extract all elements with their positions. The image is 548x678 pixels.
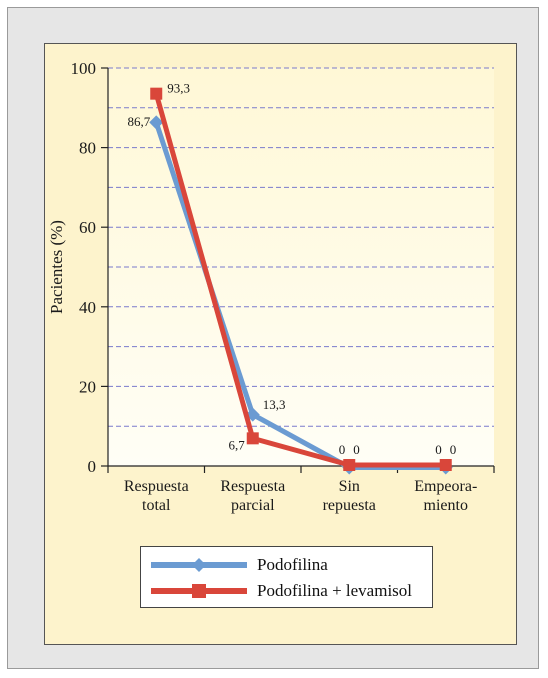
y-tick-label: 20 [79, 377, 96, 396]
data-label: 6,7 [229, 437, 246, 452]
y-axis-label: Pacientes (%) [47, 220, 66, 314]
series-line [153, 92, 446, 468]
x-tick-label: parcial [231, 497, 275, 514]
data-label: 86,7 [128, 114, 151, 129]
data-point [343, 459, 356, 471]
data-label: 0 [450, 442, 457, 457]
data-label: 93,3 [167, 81, 190, 96]
x-tick-label: Respuesta [220, 478, 285, 495]
diamond-marker-icon [151, 558, 247, 572]
series-layer [149, 87, 453, 475]
x-tick-label: repuesta [323, 497, 376, 514]
y-tick-label: 40 [79, 298, 96, 317]
legend-label: Podofilina [257, 555, 328, 574]
grid-lines [108, 67, 494, 427]
legend-item-podofilina-levamisol: Podofilina + levamisol [141, 579, 432, 603]
data-label: 13,3 [263, 397, 286, 412]
legend: Podofilina Podofilina + levamisol [140, 546, 433, 608]
data-point [246, 432, 259, 445]
y-tick-label: 100 [71, 59, 97, 78]
data-labels: 86,793,313,36,7 0 0 0 0 [128, 81, 457, 457]
x-tick-label: Empeora- [414, 478, 477, 495]
axes: 0 20 40 60 80 100 Respuesta total Respuesta parci… [71, 59, 495, 514]
y-tick-label: 80 [79, 139, 96, 158]
x-tick-label: Sin [339, 478, 360, 495]
legend-item-podofilina: Podofilina [141, 553, 432, 577]
legend-label: Podofilina + levamisol [257, 581, 413, 600]
data-label: 0 [435, 442, 442, 457]
x-tick-label: total [142, 497, 171, 514]
x-tick-label: Respuesta [124, 478, 189, 495]
data-point [439, 459, 452, 471]
data-label: 0 [353, 442, 360, 457]
data-point [149, 115, 164, 130]
y-tick-label: 0 [88, 457, 97, 476]
data-point [150, 87, 163, 100]
y-tick-label: 60 [79, 218, 96, 237]
x-tick-label: miento [424, 497, 468, 514]
data-label: 0 [339, 442, 346, 457]
square-marker-icon [151, 584, 247, 598]
